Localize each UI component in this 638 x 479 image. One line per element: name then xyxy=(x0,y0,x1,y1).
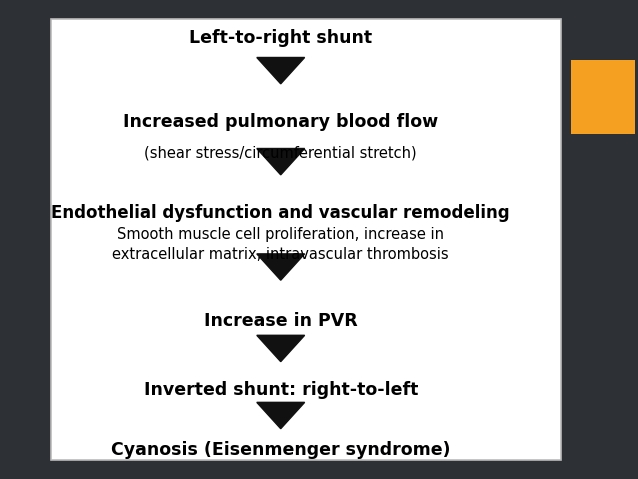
Polygon shape xyxy=(256,402,305,429)
Polygon shape xyxy=(256,57,305,84)
Text: Endothelial dysfunction and vascular remodeling: Endothelial dysfunction and vascular rem… xyxy=(52,204,510,222)
Polygon shape xyxy=(256,335,305,362)
Text: (shear stress/circumferential stretch): (shear stress/circumferential stretch) xyxy=(144,146,417,161)
Polygon shape xyxy=(256,148,305,175)
Text: Increase in PVR: Increase in PVR xyxy=(204,312,357,330)
Text: Increased pulmonary blood flow: Increased pulmonary blood flow xyxy=(123,113,438,131)
Polygon shape xyxy=(256,254,305,280)
Bar xyxy=(271,402,291,405)
Bar xyxy=(571,60,635,134)
Text: Left-to-right shunt: Left-to-right shunt xyxy=(189,29,373,47)
Text: Cyanosis (Eisenmenger syndrome): Cyanosis (Eisenmenger syndrome) xyxy=(111,441,450,459)
Bar xyxy=(271,57,291,60)
Text: Smooth muscle cell proliferation, increase in
extracellular matrix, intravascula: Smooth muscle cell proliferation, increa… xyxy=(112,227,449,262)
Bar xyxy=(51,19,561,460)
Bar xyxy=(271,335,291,338)
Text: Inverted shunt: right-to-left: Inverted shunt: right-to-left xyxy=(144,381,418,399)
